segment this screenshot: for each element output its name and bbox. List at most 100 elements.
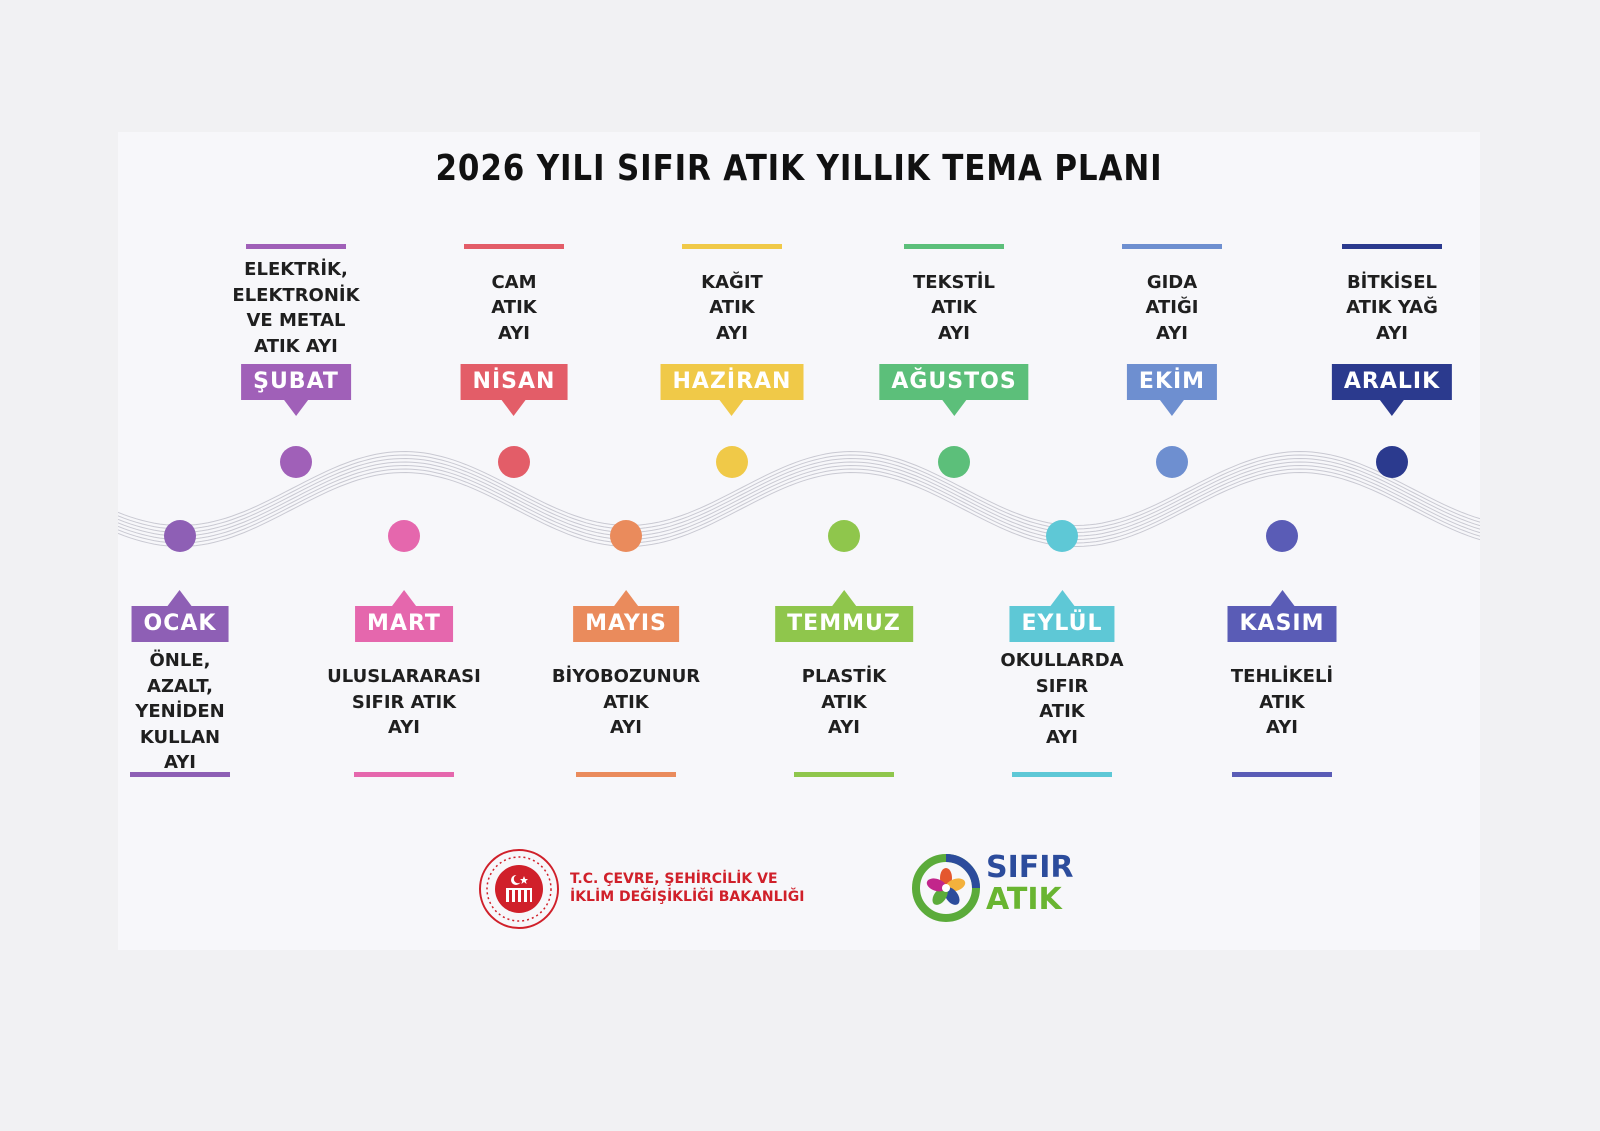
month-pointer <box>1160 400 1184 416</box>
wave-line <box>118 450 1480 527</box>
month-theme: TEHLİKELİ ATIK AYI <box>1230 666 1334 738</box>
timeline-dot <box>388 520 420 552</box>
month-label: MAYIS <box>573 590 679 642</box>
timeline-dot <box>938 446 970 478</box>
month-theme: ELEKTRİK, ELEKTRONİK VE METAL ATIK AYI <box>232 259 360 357</box>
month-name: AĞUSTOS <box>891 369 1017 394</box>
month-name: MART <box>367 611 441 636</box>
month-accent-bar <box>1342 244 1442 249</box>
month-label: ARALIK <box>1331 364 1453 416</box>
month-pointer <box>720 400 744 416</box>
month-item: TEHLİKELİ ATIK AYI KASIM <box>1227 132 1337 777</box>
month-pointer <box>614 590 638 606</box>
sifir-atik-wordmark: SIFIR ATIK <box>986 852 1074 916</box>
month-name: KASIM <box>1239 611 1325 636</box>
timeline-dot <box>828 520 860 552</box>
wave-line <box>118 461 1480 537</box>
timeline-dot <box>716 446 748 478</box>
sifir-word: SIFIR <box>986 850 1074 885</box>
month-item: OKULLARDA SIFIR ATIK AYI EYLÜL <box>1000 132 1124 777</box>
footer: T.C. ÇEVRE, ŞEHİRCİLİK VE İKLİM DEĞİŞİKL… <box>118 832 1480 932</box>
month-label: TEMMUZ <box>775 590 913 642</box>
month-accent-bar <box>682 244 782 249</box>
month-label: OCAK <box>131 590 229 642</box>
month-label: NİSAN <box>460 364 568 416</box>
sifir-atik-logo-icon <box>912 854 980 922</box>
timeline-dot <box>1376 446 1408 478</box>
month-accent-bar <box>354 772 454 777</box>
month-label: HAZİRAN <box>660 364 804 416</box>
month-name: MAYIS <box>585 611 667 636</box>
infographic-card: 2026 YILI SIFIR ATIK YILLIK TEMA PLANI Ö… <box>118 132 1480 950</box>
wave-line <box>118 468 1480 544</box>
month-pointer <box>1380 400 1404 416</box>
timeline-dot <box>1046 520 1078 552</box>
month-theme: PLASTİK ATIK AYI <box>801 666 887 738</box>
month-theme: OKULLARDA SIFIR ATIK AYI <box>1000 650 1124 748</box>
month-pointer <box>284 400 308 416</box>
timeline-dot <box>280 446 312 478</box>
month-name: ARALIK <box>1343 369 1441 394</box>
timeline-dot <box>1156 446 1188 478</box>
month-pointer <box>1049 590 1074 606</box>
page-title: 2026 YILI SIFIR ATIK YILLIK TEMA PLANI <box>435 148 1163 189</box>
month-label: EKİM <box>1126 364 1218 416</box>
month-accent-bar <box>130 772 230 777</box>
month-theme: GIDA ATIĞI AYI <box>1145 271 1199 344</box>
month-item: BİTKİSEL ATIK YAĞ AYI ARALIK <box>1331 132 1453 416</box>
month-pointer <box>1270 590 1294 606</box>
month-accent-bar <box>1232 772 1332 777</box>
wave-line <box>118 464 1480 541</box>
month-item: KAĞIT ATIK AYI HAZİRAN <box>660 132 804 416</box>
month-item: PLASTİK ATIK AYI TEMMUZ <box>775 132 913 777</box>
month-label: EYLÜL <box>1009 590 1115 642</box>
month-item: GIDA ATIĞI AYI EKİM <box>1122 132 1222 416</box>
month-theme: CAM ATIK AYI <box>491 271 537 344</box>
month-accent-bar <box>576 772 676 777</box>
month-label: KASIM <box>1227 590 1337 642</box>
month-accent-bar <box>246 244 346 249</box>
wave-line <box>118 471 1480 548</box>
month-pointer <box>831 590 856 606</box>
month-accent-bar <box>904 244 1004 249</box>
month-name: EYLÜL <box>1021 611 1103 636</box>
month-pointer <box>941 400 966 416</box>
month-pointer <box>167 590 192 606</box>
ministry-emblem-icon <box>479 849 559 929</box>
month-item: TEKSTİL ATIK AYI AĞUSTOS <box>879 132 1029 416</box>
wave-line <box>118 454 1480 530</box>
timeline-wave <box>118 446 1480 552</box>
month-theme: BİTKİSEL ATIK YAĞ AYI <box>1346 271 1438 344</box>
month-pointer <box>501 400 526 416</box>
month-accent-bar <box>464 244 564 249</box>
month-name: NİSAN <box>472 369 556 394</box>
month-theme: KAĞIT ATIK AYI <box>701 271 763 344</box>
month-name: EKİM <box>1138 369 1206 394</box>
month-label: MART <box>355 590 453 642</box>
month-theme: BİYOBOZUNUR ATIK AYI <box>551 666 701 738</box>
month-accent-bar <box>1012 772 1112 777</box>
month-accent-bar <box>794 772 894 777</box>
ministry-name: T.C. ÇEVRE, ŞEHİRCİLİK VE İKLİM DEĞİŞİKL… <box>570 871 805 905</box>
timeline-dot <box>1266 520 1298 552</box>
month-item: ELEKTRİK, ELEKTRONİK VE METAL ATIK AYI ŞU… <box>232 132 360 416</box>
month-theme: ULUSLARARASI SIFIR ATIK AYI <box>327 666 481 738</box>
month-accent-bar <box>1122 244 1222 249</box>
month-label: AĞUSTOS <box>879 364 1029 416</box>
month-item: ULUSLARARASI SIFIR ATIK AYI MART <box>327 132 481 777</box>
month-item: ÖNLE, AZALT, YENİDEN KULLAN AYI OCAK <box>130 132 230 777</box>
atik-word: ATIK <box>986 882 1062 917</box>
month-name: TEMMUZ <box>787 611 901 636</box>
timeline-dot <box>498 446 530 478</box>
month-theme: TEKSTİL ATIK AYI <box>913 271 995 344</box>
timeline-dot <box>164 520 196 552</box>
month-item: CAM ATIK AYI NİSAN <box>460 132 568 416</box>
timeline-dot <box>610 520 642 552</box>
month-pointer <box>391 590 416 606</box>
wave-line <box>118 457 1480 534</box>
month-name: ŞUBAT <box>253 369 339 394</box>
month-label: ŞUBAT <box>241 364 351 416</box>
month-name: HAZİRAN <box>672 369 792 394</box>
month-theme: ÖNLE, AZALT, YENİDEN KULLAN AYI <box>135 650 225 773</box>
month-name: OCAK <box>143 611 217 636</box>
